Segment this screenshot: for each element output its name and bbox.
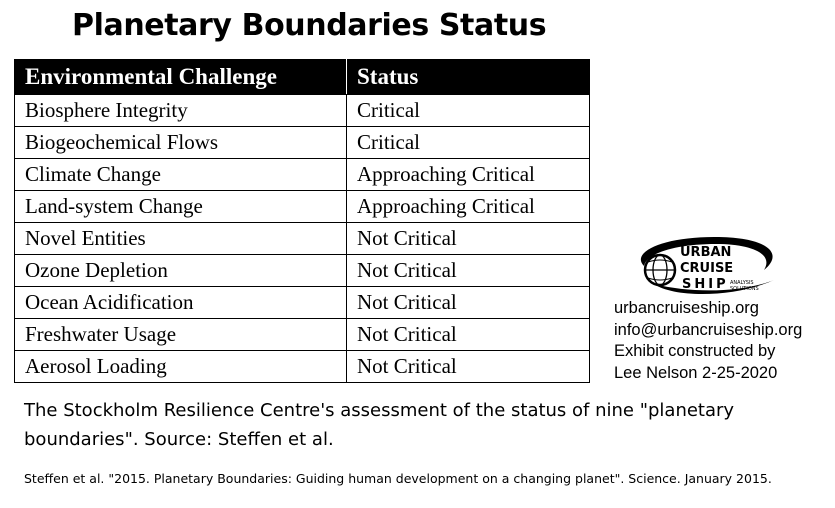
status-cell: Not Critical <box>346 254 590 287</box>
status-cell: Critical <box>346 94 590 127</box>
planetary-boundaries-table: Environmental Challenge Status Biosphere… <box>14 59 590 383</box>
status-cell: Critical <box>346 126 590 159</box>
challenge-cell: Novel Entities <box>14 222 347 255</box>
caption-text: The Stockholm Resilience Centre's assess… <box>24 400 735 450</box>
table-row: Biogeochemical Flows Critical <box>14 126 590 159</box>
status-cell: Not Critical <box>346 318 590 351</box>
challenge-cell: Biogeochemical Flows <box>14 126 347 159</box>
logo-tagline-analysis: ANALYSIS <box>730 280 754 286</box>
page-title: Planetary Boundaries Status <box>72 8 547 43</box>
urban-cruise-ship-logo: URBAN CRUISE SHIP ANALYSIS SOLUTIONS <box>640 236 774 295</box>
credit-line-2: Lee Nelson 2-25-2020 <box>614 363 778 382</box>
logo-word-cruise: CRUISE <box>680 261 733 276</box>
challenge-cell: Biosphere Integrity <box>14 94 347 127</box>
table-row: Biosphere Integrity Critical <box>14 94 590 127</box>
contact-block: urbancruiseship.org info@urbancruiseship… <box>614 298 802 384</box>
status-cell: Approaching Critical <box>346 190 590 223</box>
table-row: Freshwater Usage Not Critical <box>14 318 590 351</box>
logo-word-ship: SHIP <box>682 277 729 292</box>
challenge-cell: Aerosol Loading <box>14 350 347 383</box>
status-cell: Approaching Critical <box>346 158 590 191</box>
globe-icon <box>643 253 677 287</box>
email-text: info@urbancruiseship.org <box>614 320 803 339</box>
logo-swoosh-lower <box>654 280 774 295</box>
challenge-cell: Ocean Acidification <box>14 286 347 319</box>
challenge-cell: Freshwater Usage <box>14 318 347 351</box>
status-cell: Not Critical <box>346 286 590 319</box>
logo-swoosh <box>640 236 773 270</box>
table-row: Novel Entities Not Critical <box>14 222 590 255</box>
citation-text: Steffen et al. "2015. Planetary Boundari… <box>24 471 772 486</box>
table-row: Climate Change Approaching Critical <box>14 158 590 191</box>
challenge-cell: Ozone Depletion <box>14 254 347 287</box>
challenge-cell: Land-system Change <box>14 190 347 223</box>
credit-line-1: Exhibit constructed by <box>614 342 776 360</box>
table-row: Ocean Acidification Not Critical <box>14 286 590 319</box>
status-cell: Not Critical <box>346 222 590 255</box>
table-row: Aerosol Loading Not Critical <box>14 350 590 383</box>
table-row: Ozone Depletion Not Critical <box>14 254 590 287</box>
column-header-status: Status <box>346 59 590 95</box>
status-cell: Not Critical <box>346 350 590 383</box>
challenge-cell: Climate Change <box>14 158 347 191</box>
table-row: Land-system Change Approaching Critical <box>14 190 590 223</box>
logo-tagline-solutions: SOLUTIONS <box>730 286 759 292</box>
table-header-row: Environmental Challenge Status <box>14 59 590 95</box>
logo-word-urban: URBAN <box>680 245 731 260</box>
website-text: urbancruiseship.org <box>614 299 759 317</box>
column-header-challenge: Environmental Challenge <box>14 59 347 95</box>
